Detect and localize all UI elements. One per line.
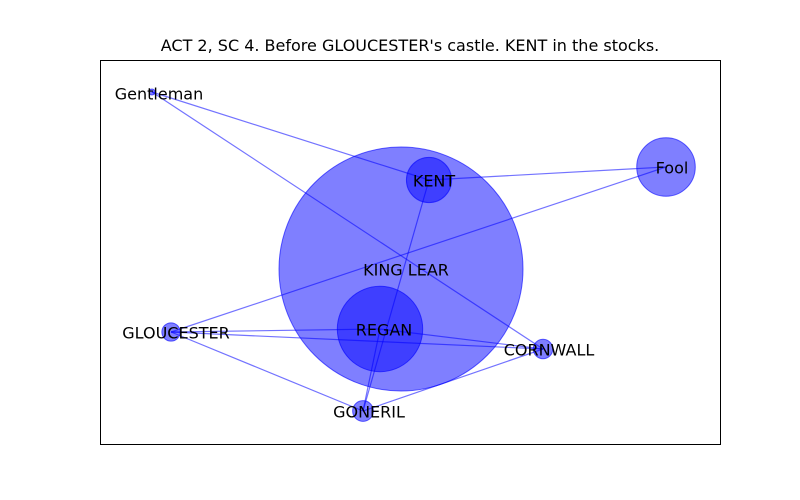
node-label: Fool <box>656 159 689 178</box>
node-label: REGAN <box>356 321 413 340</box>
node-label: GONERIL <box>333 403 405 422</box>
node <box>352 400 374 422</box>
node-label: GLOUCESTER <box>122 324 229 343</box>
node-label: Gentleman <box>115 85 203 104</box>
nodes-layer <box>148 88 696 422</box>
node-label: KING LEAR <box>363 261 449 280</box>
node <box>636 137 696 197</box>
node <box>161 322 181 342</box>
labels-layer: KING LEAR REGAN Fool KENT GLOUCESTER CORNWALL… <box>115 85 689 422</box>
edge <box>170 331 364 412</box>
node-label: CORNWALL <box>504 341 595 360</box>
node <box>532 338 554 360</box>
node <box>336 285 424 373</box>
chart-title: ACT 2, SC 4. Before GLOUCESTER's castle.… <box>160 36 660 55</box>
plot-frame <box>100 60 721 445</box>
node-label: KENT <box>413 172 456 191</box>
node <box>405 156 453 204</box>
node <box>148 88 156 96</box>
edge <box>362 348 544 412</box>
